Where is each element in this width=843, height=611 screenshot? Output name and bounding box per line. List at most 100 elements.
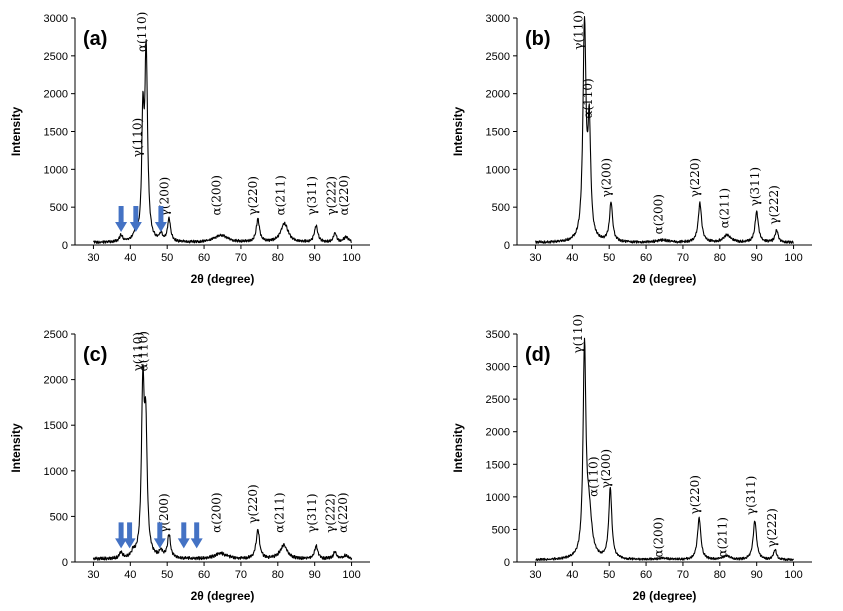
y-tick-label: 2000 bbox=[44, 375, 68, 387]
peak-label: α(211) bbox=[715, 517, 729, 557]
peak-label: γ(222) bbox=[767, 185, 781, 224]
panel-c: 30 40 50 60 70 80 90 100050010001500200025002θ … bbox=[9, 329, 370, 603]
peak-label: γ(110) bbox=[131, 332, 145, 371]
peak-label: γ(311) bbox=[744, 476, 758, 515]
y-tick-label: 500 bbox=[50, 511, 68, 523]
x-tick-label: 70 bbox=[677, 252, 689, 264]
peak-label: γ(200) bbox=[600, 158, 614, 197]
peak-label: γ(222) bbox=[765, 508, 779, 547]
y-tick-label: 3500 bbox=[486, 329, 510, 341]
peak-label: γ(220) bbox=[246, 176, 260, 215]
x-tick-label: 100 bbox=[342, 252, 360, 264]
x-tick-label: 30 bbox=[529, 252, 541, 264]
peak-label: α(110) bbox=[586, 456, 600, 496]
y-axis-label: Intensity bbox=[451, 423, 465, 473]
x-axis-label: 2θ (degree) bbox=[633, 272, 697, 286]
y-tick-label: 0 bbox=[504, 557, 510, 569]
x-tick-label: 70 bbox=[235, 252, 247, 264]
y-tick-label: 3000 bbox=[44, 13, 68, 25]
y-tick-label: 3000 bbox=[486, 362, 510, 374]
y-axis-label: Intensity bbox=[451, 107, 465, 157]
x-tick-label: 80 bbox=[714, 569, 726, 581]
panel-label: (a) bbox=[83, 28, 107, 50]
x-tick-label: 30 bbox=[87, 252, 99, 264]
y-tick-label: 0 bbox=[504, 240, 510, 252]
y-tick-label: 1000 bbox=[486, 492, 510, 504]
peak-label: γ(220) bbox=[688, 475, 702, 514]
x-axis-label: 2θ (degree) bbox=[191, 589, 255, 603]
peak-label: α(110) bbox=[581, 78, 595, 118]
x-tick-label: 90 bbox=[751, 569, 763, 581]
y-tick-label: 0 bbox=[62, 240, 68, 252]
x-tick-label: 90 bbox=[309, 569, 321, 581]
diffraction-trace bbox=[534, 16, 794, 244]
x-tick-label: 70 bbox=[677, 569, 689, 581]
panel-d: 30 40 50 60 70 80 90 10005001000150020002500300… bbox=[451, 314, 812, 603]
panel-b: 30 40 50 60 70 80 90 10005001000150020002500300… bbox=[451, 10, 812, 286]
x-axis-label: 2θ (degree) bbox=[633, 589, 697, 603]
peak-label: α(200) bbox=[209, 175, 223, 215]
x-tick-label: 80 bbox=[272, 569, 284, 581]
diffraction-trace bbox=[92, 363, 353, 561]
y-tick-label: 2000 bbox=[486, 89, 510, 101]
arrow-marker bbox=[153, 522, 166, 549]
arrow-marker bbox=[123, 522, 136, 549]
arrow-marker bbox=[115, 205, 128, 232]
x-tick-label: 70 bbox=[235, 569, 247, 581]
x-axis-label: 2θ (degree) bbox=[191, 272, 255, 286]
peak-label: γ(220) bbox=[246, 484, 260, 523]
peak-label: α(211) bbox=[273, 175, 287, 215]
y-tick-label: 2000 bbox=[486, 427, 510, 439]
y-tick-label: 1500 bbox=[44, 127, 68, 139]
peak-label: α(211) bbox=[717, 188, 731, 228]
x-tick-label: 80 bbox=[272, 252, 284, 264]
peak-label: γ(110) bbox=[130, 118, 144, 157]
arrow-marker bbox=[177, 522, 190, 549]
panel-label: (c) bbox=[83, 344, 107, 366]
x-tick-label: 50 bbox=[161, 569, 173, 581]
panel-a: 30 40 50 60 70 80 90 10005001000150020002500300… bbox=[9, 12, 370, 286]
arrow-marker bbox=[190, 522, 203, 549]
peak-label: α(200) bbox=[651, 517, 665, 557]
peak-label: α(220) bbox=[336, 492, 350, 532]
x-tick-label: 80 bbox=[714, 252, 726, 264]
y-axis-label: Intensity bbox=[9, 107, 23, 157]
x-tick-label: 60 bbox=[198, 252, 210, 264]
peak-label: α(110) bbox=[135, 12, 149, 52]
arrow-marker bbox=[115, 522, 128, 549]
peak-label: γ(222) bbox=[324, 493, 338, 532]
peak-label: γ(200) bbox=[599, 449, 613, 488]
y-tick-label: 500 bbox=[492, 202, 510, 214]
arrow-marker bbox=[154, 205, 167, 232]
diffraction-trace bbox=[535, 337, 794, 562]
y-tick-label: 1000 bbox=[486, 164, 510, 176]
peak-label: γ(110) bbox=[572, 10, 586, 49]
x-tick-label: 100 bbox=[784, 569, 802, 581]
y-tick-label: 1500 bbox=[486, 127, 510, 139]
x-tick-label: 90 bbox=[751, 252, 763, 264]
peak-label: γ(311) bbox=[748, 167, 762, 206]
x-tick-label: 60 bbox=[198, 569, 210, 581]
y-tick-label: 2500 bbox=[486, 394, 510, 406]
x-tick-label: 40 bbox=[566, 252, 578, 264]
y-tick-label: 1000 bbox=[44, 466, 68, 478]
x-tick-label: 40 bbox=[124, 252, 136, 264]
peak-label: α(200) bbox=[209, 492, 223, 532]
x-tick-label: 30 bbox=[529, 569, 541, 581]
x-tick-label: 60 bbox=[640, 252, 652, 264]
y-tick-label: 0 bbox=[62, 557, 68, 569]
x-tick-label: 90 bbox=[309, 252, 321, 264]
peak-label: α(211) bbox=[273, 492, 287, 532]
y-tick-label: 2000 bbox=[44, 89, 68, 101]
x-tick-label: 50 bbox=[603, 569, 615, 581]
peak-label: α(220) bbox=[337, 175, 351, 215]
y-tick-label: 2500 bbox=[486, 51, 510, 63]
x-tick-label: 50 bbox=[603, 252, 615, 264]
peak-label: α(200) bbox=[651, 194, 665, 234]
peak-label: γ(311) bbox=[305, 493, 319, 532]
y-tick-label: 2500 bbox=[44, 51, 68, 63]
peak-label: α(110) bbox=[136, 331, 150, 371]
peak-label: γ(311) bbox=[305, 176, 319, 215]
x-tick-label: 30 bbox=[87, 569, 99, 581]
